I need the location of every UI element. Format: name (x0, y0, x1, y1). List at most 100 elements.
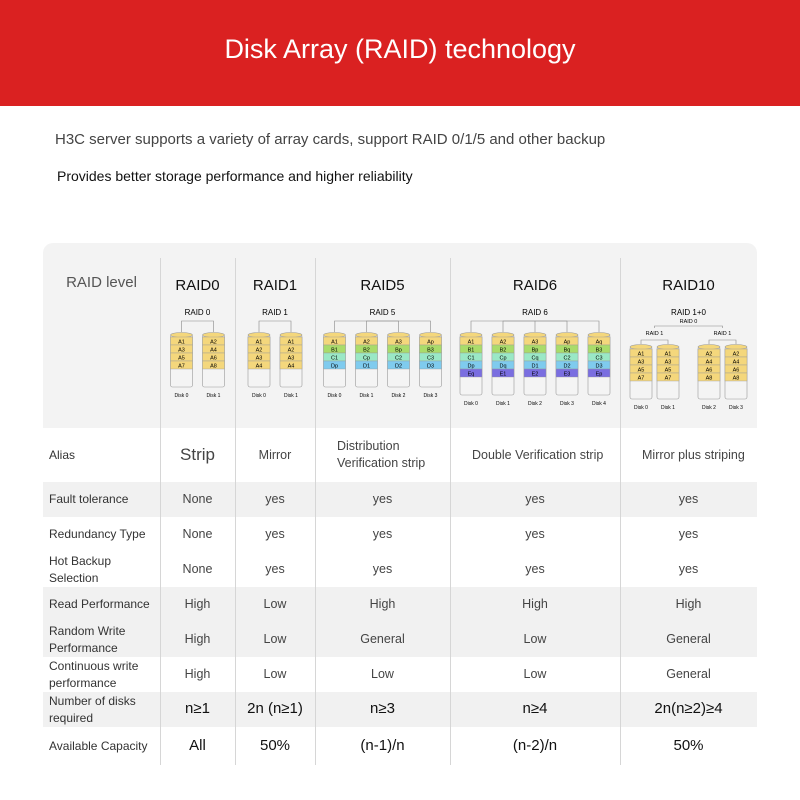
disk-top (523, 332, 547, 338)
cell-value: All (189, 736, 206, 754)
block-label: C1 (467, 355, 474, 361)
cell-value: Low (263, 597, 287, 612)
disk-label: Disk 3 (424, 393, 438, 399)
cell-value: 2n(n≥2)≥4 (654, 700, 723, 718)
cell-value: Low (263, 632, 287, 647)
cell-value: n≥1 (185, 700, 210, 718)
disk-block (323, 360, 346, 370)
disk-top (419, 332, 442, 338)
connector (366, 320, 383, 332)
block-label: A2 (363, 339, 370, 345)
block-label: B3 (427, 347, 434, 353)
connector (535, 320, 600, 332)
cell-value: yes (265, 492, 285, 507)
block-label: A8 (210, 363, 217, 369)
cell-value: High (184, 597, 211, 612)
block-label: B1 (468, 347, 475, 353)
connector (258, 320, 275, 332)
cell-value: yes (525, 492, 545, 507)
header-band (0, 0, 800, 106)
cell-value: General (666, 632, 711, 647)
block-label: A7 (638, 375, 645, 381)
row-bg (43, 517, 757, 552)
block-label: A6 (733, 367, 740, 373)
block-label: Bq (564, 347, 571, 353)
disk-block (355, 360, 378, 370)
connector (654, 339, 669, 344)
disk-block (523, 368, 547, 378)
cell-value: Low (263, 667, 287, 682)
block-label: C2 (395, 355, 402, 361)
block-label: E3 (564, 371, 571, 377)
connector (688, 325, 723, 328)
disk-block (170, 360, 193, 370)
block-label: A3 (665, 359, 672, 365)
cell-value: n≥3 (370, 700, 395, 718)
disk-label: Disk 1 (284, 393, 298, 399)
group-title: RAID 1 (714, 331, 732, 337)
cell-value: None (182, 562, 213, 577)
block-label: Dp (467, 363, 474, 369)
block-label: D1 (363, 363, 370, 369)
block-label: Bp (532, 347, 539, 353)
column-divider (450, 258, 451, 765)
connector (197, 320, 214, 332)
disk-block (387, 360, 410, 370)
cell-value: 50% (673, 736, 704, 754)
disk-block (587, 368, 611, 378)
block-label: D1 (531, 363, 538, 369)
block-label: A4 (733, 359, 740, 365)
disk-top (724, 344, 748, 350)
block-label: A5 (638, 367, 645, 373)
block-label: E2 (532, 371, 539, 377)
disk-top (587, 332, 611, 338)
block-label: A2 (288, 347, 295, 353)
cell-value: High (675, 597, 702, 612)
diagram-title: RAID 6 (522, 308, 548, 317)
block-label: D2 (563, 363, 570, 369)
block-label: A3 (256, 355, 263, 361)
block-label: A7 (665, 375, 672, 381)
disk-top (459, 332, 483, 338)
disk-label: Disk 0 (328, 393, 342, 399)
block-label: A5 (665, 367, 672, 373)
column-divider (620, 258, 621, 765)
cell-value: General (360, 632, 405, 647)
disk-top (247, 332, 271, 338)
disk-top (202, 332, 225, 338)
cell-value: n≥4 (522, 700, 548, 718)
disk-label: Disk 2 (528, 401, 542, 407)
disk-top (491, 332, 515, 338)
cell-value: Low (523, 632, 547, 647)
row-bg (43, 692, 757, 727)
intro-line: H3C server supports a variety of array c… (55, 131, 606, 148)
row-label: Available Capacity (49, 738, 148, 753)
diagram-subtitle: RAID 0 (680, 319, 698, 325)
block-label: C3 (427, 355, 434, 361)
block-label: B2 (500, 347, 507, 353)
disk-block (279, 360, 303, 370)
cell-value: High (184, 632, 211, 647)
block-label: B1 (331, 347, 338, 353)
column-divider (315, 258, 316, 765)
disk-block (247, 360, 271, 370)
block-label: Cp (363, 355, 370, 361)
block-label: B3 (596, 347, 603, 353)
connector (275, 320, 292, 332)
cell-value: yes (265, 562, 285, 577)
cell-value: yes (372, 562, 393, 577)
row-label: Hot Backup Selection (49, 554, 112, 585)
block-label: A4 (210, 347, 217, 353)
row-label: Number of disks required (49, 694, 136, 725)
row-label: Fault tolerance (49, 492, 129, 507)
cell-value: General (666, 667, 711, 682)
column-header: RAID10 (662, 276, 715, 294)
row-label: Read Performance (49, 597, 150, 612)
disk-label: Disk 0 (252, 393, 266, 399)
row-bg (43, 482, 757, 517)
diagram-title: RAID 5 (370, 308, 396, 317)
diagram-title: RAID 1 (262, 308, 288, 317)
disk-top (279, 332, 303, 338)
cell-value: 2n (n≥1) (247, 700, 303, 718)
cell-value: (n-2)/n (512, 736, 558, 754)
